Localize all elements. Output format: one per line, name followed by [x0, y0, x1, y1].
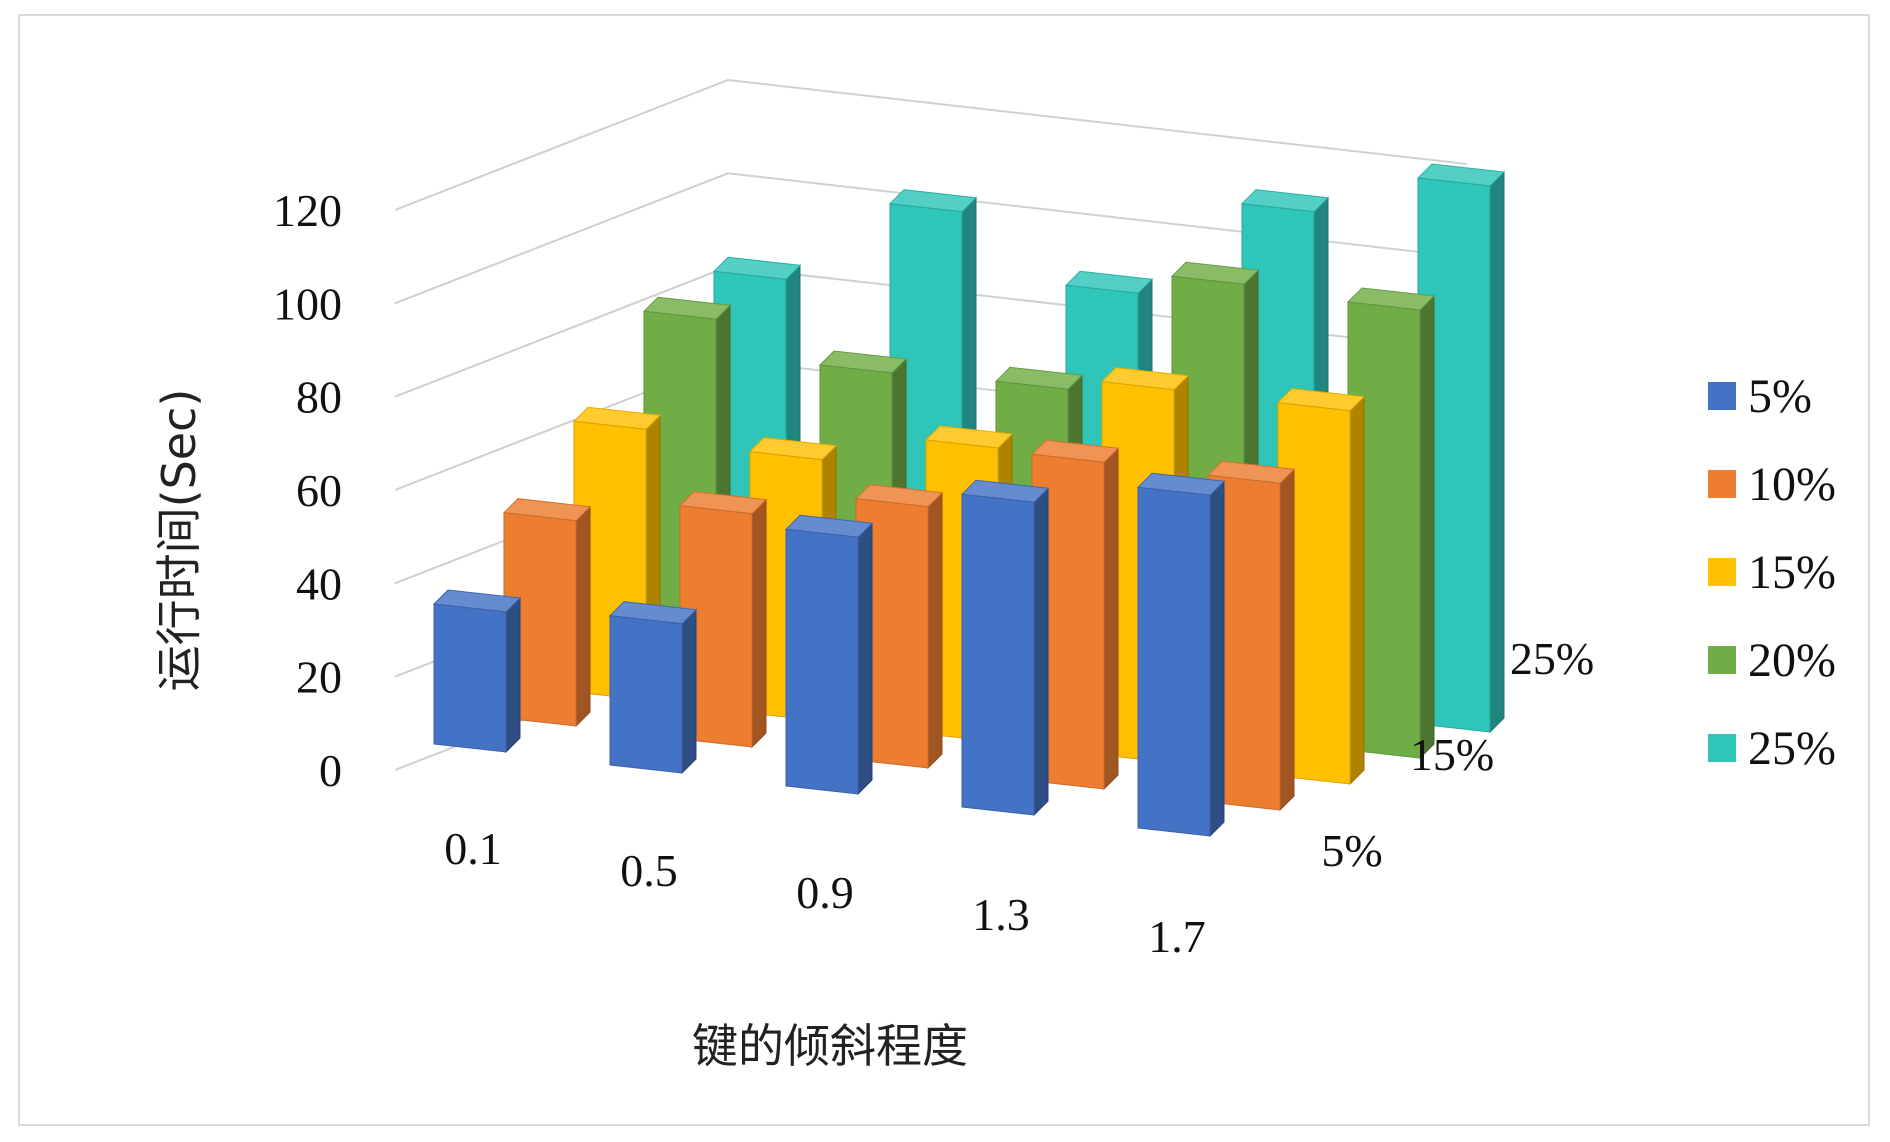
legend-swatch: [1708, 382, 1736, 410]
y-ticks: 0 20 40 60 80 100 120: [273, 185, 342, 796]
bar: [678, 491, 768, 749]
legend-label: 20%: [1748, 634, 1836, 687]
y-axis-title: 运行时间(Sec): [152, 389, 206, 692]
depth-tick-label: 5%: [1321, 825, 1382, 876]
legend-item: 25%: [1708, 722, 1836, 775]
legend-item: 15%: [1708, 546, 1836, 599]
legend-item: 10%: [1708, 458, 1836, 511]
legend: 5% 10% 15% 20% 25%: [1708, 370, 1836, 775]
legend-swatch: [1708, 734, 1736, 762]
x-tick-label: 0.1: [444, 823, 502, 874]
legend-label: 10%: [1748, 458, 1836, 511]
gridline: [394, 78, 1468, 211]
legend-label: 5%: [1748, 370, 1812, 423]
bar: [502, 498, 592, 728]
bar: [960, 479, 1050, 817]
legend-item: 20%: [1708, 634, 1836, 687]
depth-tick-label: 15%: [1410, 729, 1494, 780]
bar: [854, 484, 944, 770]
bar: [1276, 388, 1366, 786]
x-tick-label: 0.5: [620, 845, 678, 896]
bars-layer: [432, 163, 1506, 838]
y-tick-label: 20: [296, 652, 342, 703]
legend-swatch: [1708, 470, 1736, 498]
bar: [608, 601, 698, 775]
bar: [784, 514, 874, 796]
bar: [1346, 287, 1436, 760]
x-axis-title: 键的倾斜程度: [692, 1019, 968, 1073]
legend-label: 15%: [1748, 546, 1836, 599]
x-ticks: 0.1 0.5 0.9 1.3 1.7: [444, 823, 1206, 962]
bar: [1136, 472, 1226, 838]
x-tick-label: 1.3: [972, 889, 1030, 940]
bar: [1206, 460, 1296, 812]
legend-label: 25%: [1748, 722, 1836, 775]
y-tick-label: 80: [296, 372, 342, 423]
y-tick-label: 60: [296, 465, 342, 516]
bar: [1030, 439, 1120, 791]
y-tick-label: 120: [273, 185, 342, 236]
depth-tick-label: 25%: [1510, 633, 1594, 684]
legend-item: 5%: [1708, 370, 1812, 423]
bar: [1416, 163, 1506, 734]
y-tick-label: 0: [319, 745, 342, 796]
x-tick-label: 0.9: [796, 867, 854, 918]
y-tick-label: 100: [273, 278, 342, 329]
bar: [432, 589, 522, 754]
depth-ticks: 5% 15% 25%: [1321, 633, 1594, 876]
legend-swatch: [1708, 558, 1736, 586]
legend-swatch: [1708, 646, 1736, 674]
gridline: [394, 172, 1468, 305]
y-tick-label: 40: [296, 558, 342, 609]
x-tick-label: 1.7: [1148, 911, 1206, 962]
